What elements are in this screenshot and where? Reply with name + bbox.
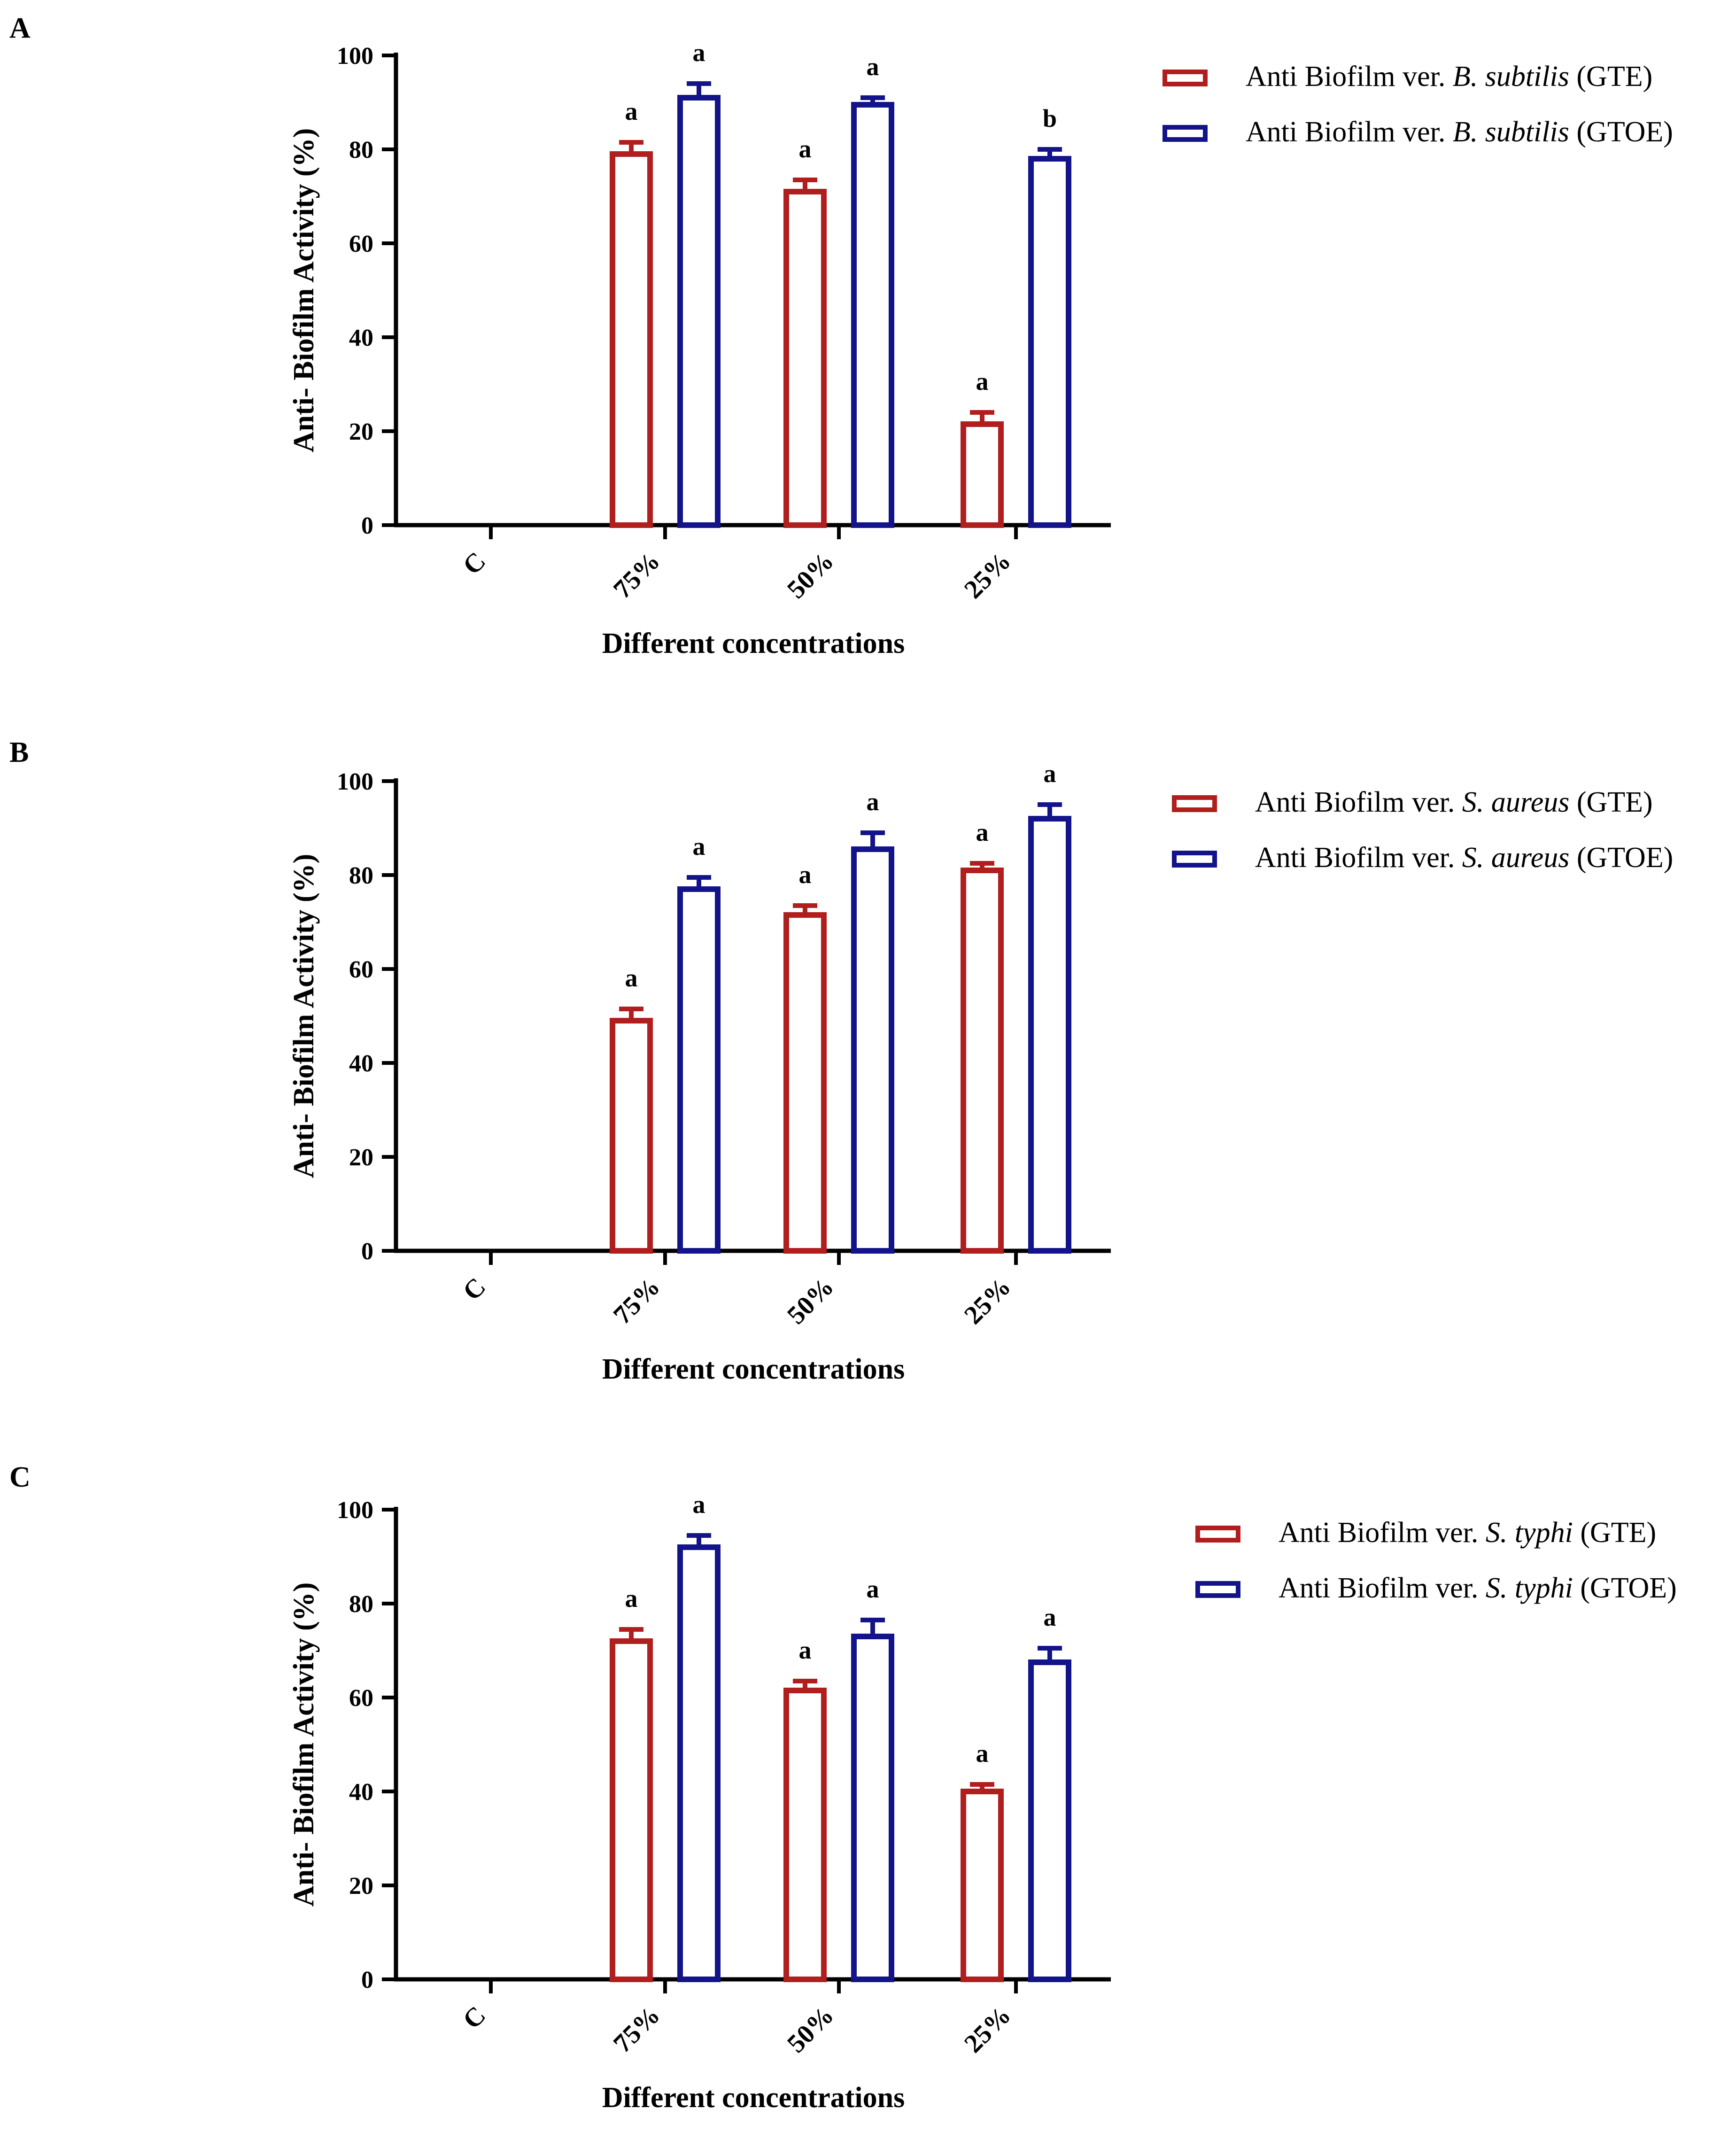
- bar-gte: [783, 1688, 827, 1982]
- y-tick-label: 0: [361, 1238, 373, 1265]
- bar-gte: [961, 1789, 1004, 1982]
- legend-label-gtoe: Anti Biofilm ver. B. subtilis (GTOE): [1246, 116, 1673, 148]
- significance-label: a: [693, 832, 705, 861]
- x-tick-label: 25%: [959, 1272, 1016, 1330]
- panel-letter: A: [9, 12, 31, 44]
- legend-swatch-gte: [1172, 795, 1217, 812]
- legend-swatch-gte: [1195, 1526, 1240, 1543]
- significance-label: a: [693, 39, 705, 67]
- significance-label: b: [1043, 104, 1057, 132]
- x-tick-label: C: [457, 546, 491, 580]
- y-tick-label: 80: [349, 862, 373, 889]
- y-tick-label: 0: [361, 512, 373, 539]
- bar-gtoe: [677, 1544, 721, 1982]
- x-tick-label: 50%: [782, 2000, 839, 2058]
- x-tick-label: 25%: [959, 546, 1016, 604]
- y-tick-label: 0: [361, 1967, 373, 1993]
- x-tick-label: 75%: [608, 2000, 666, 2058]
- bar-gtoe: [677, 886, 721, 1254]
- legend-swatch-gtoe: [1162, 125, 1208, 142]
- x-tick-label: 75%: [608, 1272, 666, 1330]
- bar-gtoe: [851, 1634, 894, 1982]
- significance-label: a: [1044, 1603, 1056, 1631]
- chart-panel-b: B 0 20 40 60 80 100 C 75% 50% 25% Different concent…: [9, 737, 1673, 1385]
- legend-label-gte: Anti Biofilm ver. S. aureus (GTE): [1255, 786, 1653, 818]
- y-tick-label: 100: [337, 1497, 373, 1524]
- bar-gte: [783, 912, 827, 1254]
- significance-label: a: [1044, 760, 1056, 788]
- legend-swatch-gtoe: [1195, 1581, 1240, 1598]
- y-tick-label: 100: [337, 43, 373, 70]
- significance-label: a: [625, 1584, 638, 1613]
- significance-label: a: [799, 135, 812, 163]
- legend-swatch-gte: [1162, 70, 1208, 86]
- significance-label: a: [867, 53, 879, 81]
- bar-gtoe: [677, 95, 721, 528]
- significance-label: a: [867, 1575, 879, 1603]
- significance-label: a: [799, 1636, 812, 1664]
- chart-panel-a: A 0 20 40 60 80 100 C 75% 50% 25% Different concent…: [9, 12, 1673, 659]
- y-tick-label: 60: [349, 231, 373, 257]
- x-tick-label: 25%: [959, 2000, 1016, 2058]
- x-tick-label: 50%: [782, 546, 839, 604]
- bar-gte: [783, 189, 827, 528]
- y-tick-label: 20: [349, 1144, 373, 1171]
- y-axis-title: Anti- Biofilm Activity (%): [288, 1582, 320, 1907]
- y-tick-label: 100: [337, 768, 373, 795]
- x-axis-title: Different concentrations: [602, 1353, 905, 1385]
- y-tick-label: 40: [349, 1050, 373, 1077]
- legend-label-gtoe: Anti Biofilm ver. S. typhi (GTOE): [1279, 1572, 1677, 1604]
- x-axis-title: Different concentrations: [602, 628, 905, 659]
- significance-label: a: [799, 861, 812, 889]
- y-tick-label: 20: [349, 419, 373, 445]
- panel-letter: B: [9, 737, 29, 768]
- y-tick-label: 40: [349, 1779, 373, 1806]
- bar-gtoe: [851, 102, 894, 528]
- significance-label: a: [867, 788, 879, 816]
- bar-gte: [961, 868, 1004, 1254]
- y-tick-label: 60: [349, 1685, 373, 1712]
- y-tick-label: 20: [349, 1873, 373, 1899]
- significance-label: a: [693, 1490, 705, 1519]
- y-axis-title: Anti- Biofilm Activity (%): [288, 854, 320, 1178]
- significance-label: a: [625, 97, 638, 125]
- bar-gte: [610, 1638, 653, 1982]
- significance-label: a: [976, 818, 989, 846]
- significance-label: a: [976, 1739, 989, 1768]
- y-tick-label: 80: [349, 1591, 373, 1618]
- bar-gtoe: [851, 846, 894, 1254]
- chart-panel-c: C 0 20 40 60 80 100 C 75% 50% 25% Different concent…: [9, 1461, 1677, 2114]
- bar-gte: [610, 1018, 653, 1254]
- significance-label: a: [976, 367, 989, 395]
- x-tick-label: 75%: [608, 546, 666, 604]
- bar-gtoe: [1028, 1659, 1071, 1982]
- legend-swatch-gtoe: [1172, 851, 1217, 868]
- bar-gtoe: [1028, 816, 1071, 1254]
- x-tick-label: 50%: [782, 1272, 839, 1330]
- x-tick-label: C: [457, 1272, 491, 1306]
- bar-gte: [610, 151, 653, 528]
- bar-gte: [961, 421, 1004, 528]
- legend-label-gtoe: Anti Biofilm ver. S. aureus (GTOE): [1255, 842, 1673, 874]
- legend-label-gte: Anti Biofilm ver. B. subtilis (GTE): [1246, 61, 1652, 93]
- bar-gtoe: [1028, 156, 1071, 528]
- legend-label-gte: Anti Biofilm ver. S. typhi (GTE): [1279, 1517, 1656, 1549]
- significance-label: a: [625, 964, 638, 992]
- panel-letter: C: [9, 1461, 31, 1493]
- y-axis-title: Anti- Biofilm Activity (%): [288, 128, 320, 453]
- y-tick-label: 80: [349, 137, 373, 163]
- x-axis-title: Different concentrations: [602, 2082, 905, 2114]
- x-tick-label: C: [457, 2000, 491, 2034]
- y-tick-label: 60: [349, 956, 373, 983]
- y-tick-label: 40: [349, 325, 373, 351]
